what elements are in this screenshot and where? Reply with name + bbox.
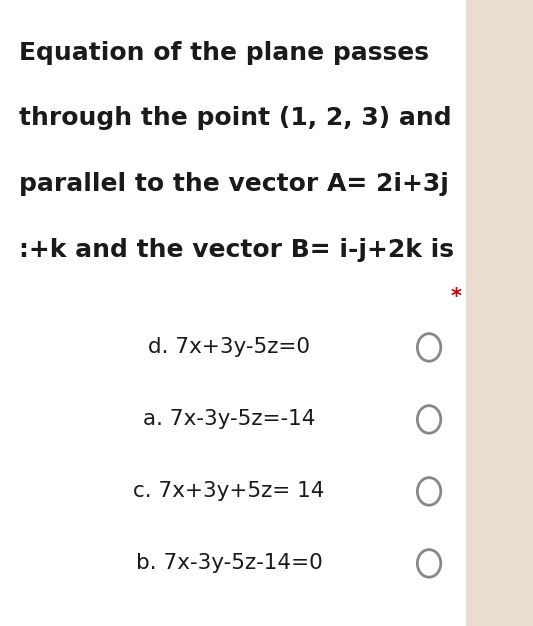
Text: Equation of the plane passes: Equation of the plane passes xyxy=(19,41,429,64)
Text: through the point (1, 2, 3) and: through the point (1, 2, 3) and xyxy=(19,106,451,130)
Text: c. 7x+3y+5z= 14: c. 7x+3y+5z= 14 xyxy=(133,481,325,501)
Text: b. 7x-3y-5z-14=0: b. 7x-3y-5z-14=0 xyxy=(136,553,322,573)
Text: :+k and the vector B= i-j+2k is: :+k and the vector B= i-j+2k is xyxy=(19,238,454,262)
Text: *: * xyxy=(450,287,462,307)
Text: d. 7x+3y-5z=0: d. 7x+3y-5z=0 xyxy=(148,337,310,357)
Text: a. 7x-3y-5z=-14: a. 7x-3y-5z=-14 xyxy=(143,409,316,429)
Text: parallel to the vector A= 2i+3j: parallel to the vector A= 2i+3j xyxy=(19,172,449,196)
